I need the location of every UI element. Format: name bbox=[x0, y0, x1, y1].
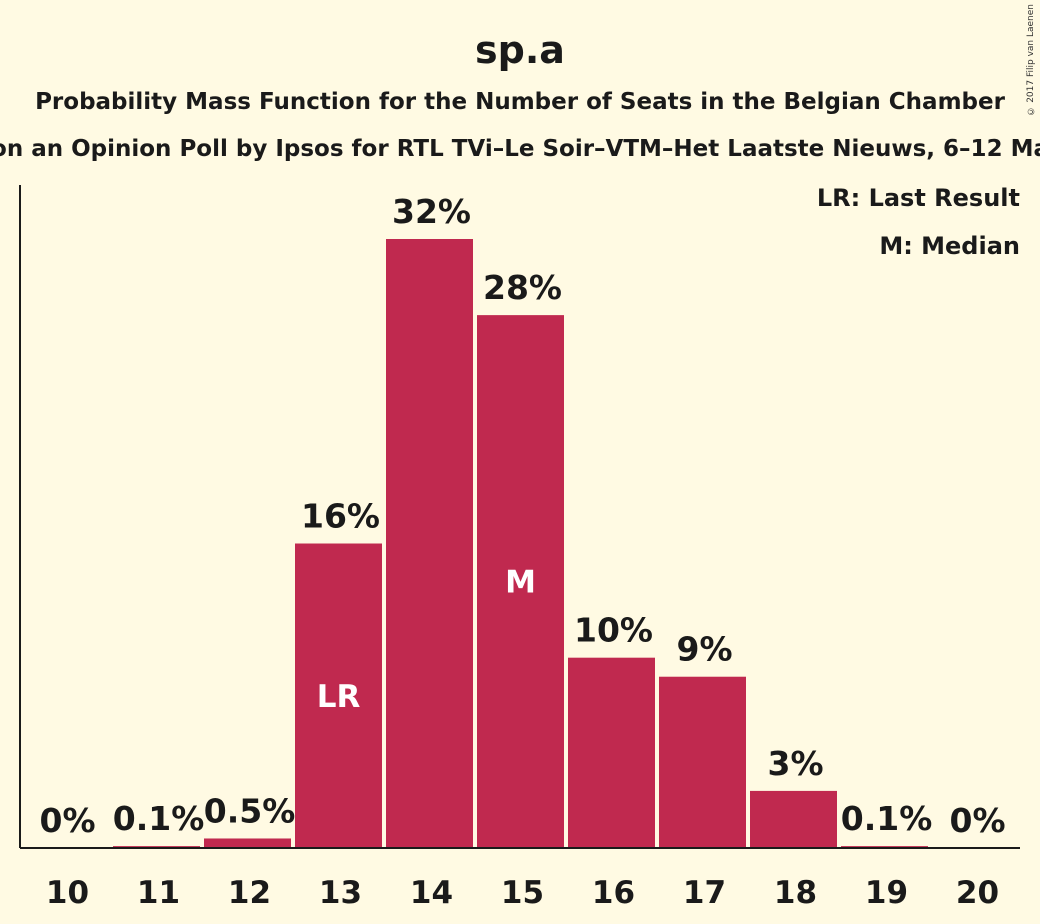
bar-value-label-15: 28% bbox=[483, 268, 562, 307]
x-tick-label-11: 11 bbox=[137, 875, 180, 911]
x-tick-label-16: 16 bbox=[592, 875, 635, 911]
bar-seats-13 bbox=[295, 543, 382, 848]
chart-subtitle-source: on an Opinion Poll by Ipsos for RTL TVi–… bbox=[0, 136, 1040, 162]
x-tick-label-14: 14 bbox=[410, 875, 453, 911]
bar-value-label-16: 10% bbox=[574, 611, 653, 650]
bar-value-label-18: 3% bbox=[767, 744, 823, 783]
bar-value-label-10: 0% bbox=[39, 801, 95, 840]
chart-title: sp.a bbox=[475, 28, 565, 72]
bar-value-label-12: 0.5% bbox=[204, 791, 296, 830]
marker-lr: LR bbox=[317, 679, 361, 715]
bar-seats-14 bbox=[386, 239, 473, 848]
bar-value-label-19: 0.1% bbox=[841, 799, 933, 838]
bar-value-label-17: 9% bbox=[676, 630, 732, 669]
bar-seats-16 bbox=[568, 657, 655, 848]
x-tick-label-19: 19 bbox=[865, 875, 908, 911]
legend-median: M: Median bbox=[879, 232, 1020, 260]
bar-value-label-14: 32% bbox=[392, 192, 471, 231]
bar-value-label-20: 0% bbox=[949, 801, 1005, 840]
chart-subtitle: Probability Mass Function for the Number… bbox=[35, 89, 1005, 115]
bar-value-label-13: 16% bbox=[301, 497, 380, 536]
bar-seats-18 bbox=[750, 790, 837, 848]
marker-m: M bbox=[505, 565, 536, 601]
x-tick-label-15: 15 bbox=[501, 875, 544, 911]
bar-seats-15 bbox=[477, 315, 564, 848]
x-tick-label-17: 17 bbox=[683, 875, 726, 911]
bar-seats-12 bbox=[204, 838, 291, 848]
x-tick-label-10: 10 bbox=[46, 875, 89, 911]
x-tick-label-20: 20 bbox=[956, 875, 999, 911]
x-tick-label-13: 13 bbox=[319, 875, 362, 911]
legend-last-result: LR: Last Result bbox=[816, 184, 1020, 212]
bar-value-label-11: 0.1% bbox=[113, 799, 205, 838]
x-tick-label-12: 12 bbox=[228, 875, 271, 911]
bar-seats-17 bbox=[659, 676, 746, 848]
x-tick-label-18: 18 bbox=[774, 875, 817, 911]
